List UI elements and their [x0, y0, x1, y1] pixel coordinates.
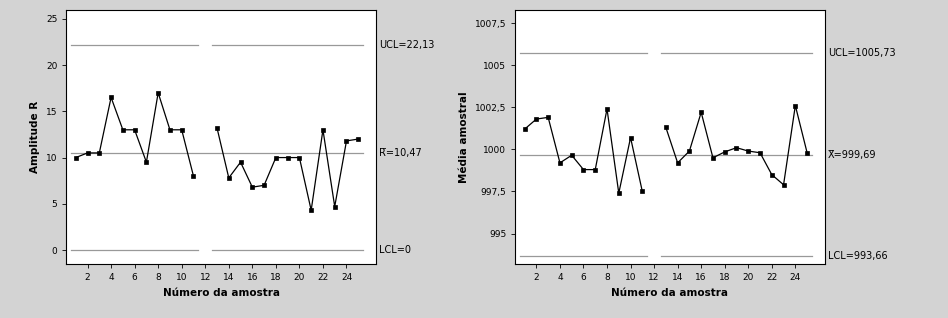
Text: R̅=10,47: R̅=10,47 [379, 148, 422, 158]
X-axis label: Número da amostra: Número da amostra [163, 287, 280, 298]
Text: UCL=22,13: UCL=22,13 [379, 40, 434, 50]
Text: LCL=993,66: LCL=993,66 [828, 251, 887, 261]
X-axis label: Número da amostra: Número da amostra [611, 287, 728, 298]
Text: UCL=1005,73: UCL=1005,73 [828, 48, 896, 58]
Text: LCL=0: LCL=0 [379, 245, 411, 255]
Y-axis label: Média amostral: Média amostral [459, 91, 469, 183]
Text: X̅̅=999,69: X̅̅=999,69 [828, 149, 876, 160]
Y-axis label: Amplitude R: Amplitude R [30, 100, 40, 173]
